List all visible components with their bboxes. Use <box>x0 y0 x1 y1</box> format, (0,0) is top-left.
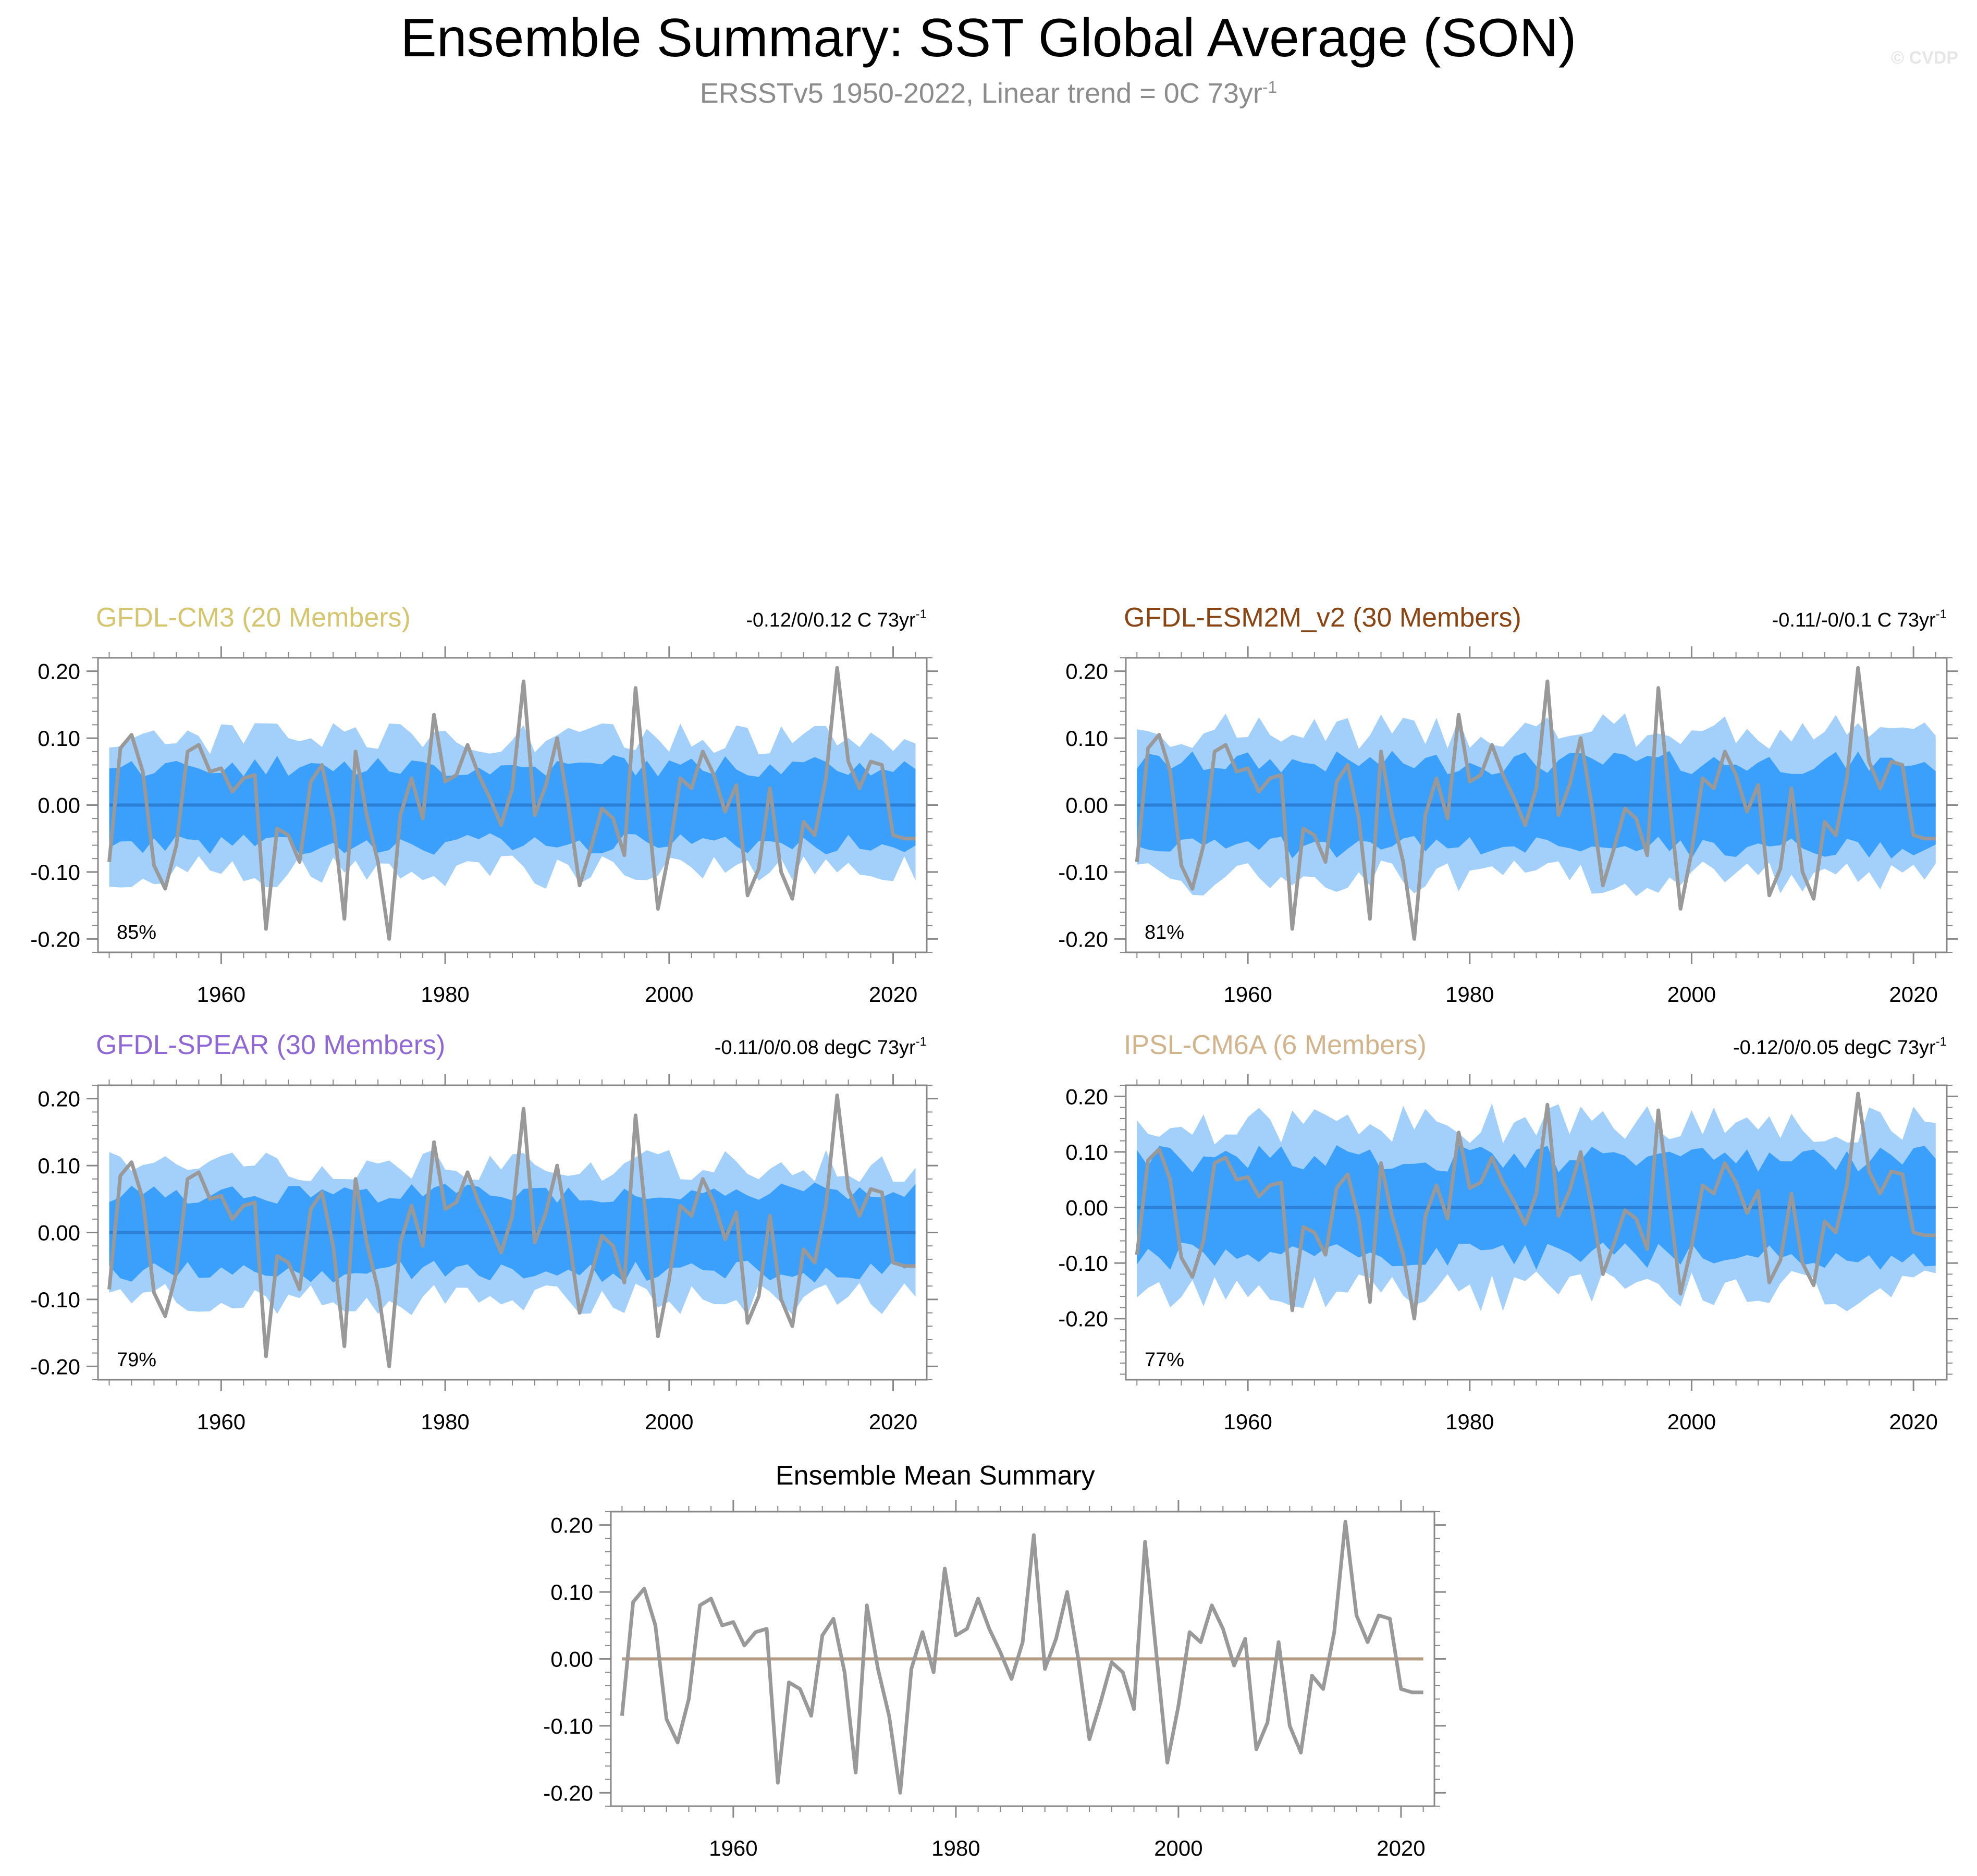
x-tick-label: 1960 <box>197 982 245 1007</box>
x-tick-label: 2020 <box>869 1409 917 1434</box>
x-tick-label: 2000 <box>645 1409 693 1434</box>
x-tick-label: 1960 <box>197 1409 245 1434</box>
observed-series-line <box>1135 666 1936 941</box>
x-tick-label: 2000 <box>1154 1836 1202 1860</box>
y-tick-label: 0.10 <box>1065 726 1108 751</box>
y-tick-label: 0.00 <box>1065 1196 1108 1220</box>
x-tick-label: 2020 <box>869 982 917 1007</box>
panel-title: Ensemble Mean Summary <box>776 1461 1095 1491</box>
y-tick-label: 0.10 <box>38 726 80 751</box>
x-tick-label: 2000 <box>1667 982 1716 1007</box>
percent-label: 77% <box>1145 1349 1184 1371</box>
x-tick-label: 1980 <box>1445 1409 1494 1434</box>
plot-content <box>107 1093 916 1368</box>
panel-ipsl: 0.20 0.10 0.00 -0.10 -0.20 1960 1980 2000 2020 IP… <box>1058 1030 1958 1434</box>
copyright-label: © CVDP <box>1891 48 1958 68</box>
y-tick-label: 0.20 <box>550 1513 593 1538</box>
observed-series-line <box>107 666 916 941</box>
trend-label: -0.12/0/0.12 C 73yr-1 <box>746 607 927 631</box>
y-tick-label: -0.10 <box>1058 860 1108 885</box>
trend-label: -0.11/0/0.08 degC 73yr-1 <box>715 1035 927 1059</box>
trend-label: -0.11/-0/0.1 C 73yr-1 <box>1772 607 1947 631</box>
figure-subtitle-text: ERSSTv5 1950-2022, Linear trend = 0C 73y… <box>699 78 1262 109</box>
y-tick-label: -0.10 <box>1058 1251 1108 1276</box>
panel-esm2m: 0.20 0.10 0.00 -0.10 -0.20 1960 1980 2000 2020 GF… <box>1058 603 1958 1007</box>
y-tick-label: 0.10 <box>38 1154 80 1178</box>
percent-label: 85% <box>117 922 156 943</box>
y-tick-label: -0.10 <box>30 860 80 885</box>
y-tick-label: -0.20 <box>30 1354 80 1379</box>
y-tick-label: -0.20 <box>1058 927 1108 951</box>
x-tick-label: 1980 <box>421 1409 469 1434</box>
x-tick-label: 1980 <box>1445 982 1494 1007</box>
panel-mean: 0.20 0.10 0.00 -0.10 -0.20 1960 1980 2000 2020 En… <box>543 1461 1446 1860</box>
y-tick-label: -0.20 <box>30 927 80 951</box>
panel-title: IPSL-CM6A (6 Members) <box>1124 1030 1427 1060</box>
panel-title: GFDL-ESM2M_v2 (30 Members) <box>1124 603 1521 633</box>
plot-content <box>1135 666 1936 941</box>
y-tick-label: -0.10 <box>543 1714 593 1738</box>
x-tick-label: 1980 <box>421 982 469 1007</box>
y-tick-label: 0.20 <box>38 659 80 684</box>
plot-content <box>1135 1092 1936 1321</box>
x-tick-label: 2020 <box>1377 1836 1425 1860</box>
plot-content <box>620 1519 1423 1795</box>
observed-series-line <box>620 1519 1423 1795</box>
percent-label: 81% <box>1145 922 1184 943</box>
y-tick-label: 0.10 <box>1065 1140 1108 1164</box>
x-tick-label: 1960 <box>709 1836 757 1860</box>
x-tick-label: 1960 <box>1223 982 1272 1007</box>
y-tick-label: 0.00 <box>550 1647 593 1672</box>
percent-label: 79% <box>117 1349 156 1371</box>
y-tick-label: 0.20 <box>1065 659 1108 684</box>
y-tick-label: 0.20 <box>38 1087 80 1111</box>
observed-series-line <box>107 1093 916 1368</box>
y-tick-label: 0.00 <box>1065 793 1108 818</box>
y-tick-label: 0.20 <box>1065 1084 1108 1109</box>
y-tick-label: -0.20 <box>543 1781 593 1805</box>
x-tick-label: 1980 <box>931 1836 980 1860</box>
x-tick-label: 2000 <box>645 982 693 1007</box>
panel-title: GFDL-SPEAR (30 Members) <box>96 1030 445 1060</box>
y-tick-label: -0.10 <box>30 1288 80 1312</box>
x-tick-label: 2000 <box>1667 1409 1716 1434</box>
figure-title: Ensemble Summary: SST Global Average (SO… <box>400 8 1577 68</box>
y-tick-label: 0.00 <box>38 793 80 818</box>
figure-subtitle-superscript: -1 <box>1262 78 1278 96</box>
observed-series-line <box>1135 1092 1936 1321</box>
panel-spear: 0.20 0.10 0.00 -0.10 -0.20 1960 1980 2000 2020 GF… <box>30 1030 938 1434</box>
panel-cm3: 0.20 0.10 0.00 -0.10 -0.20 1960 1980 2000 2020 GF… <box>30 603 938 1007</box>
x-tick-label: 2020 <box>1889 982 1937 1007</box>
y-tick-label: 0.10 <box>550 1580 593 1604</box>
x-tick-label: 2020 <box>1889 1409 1937 1434</box>
figure-subtitle: ERSSTv5 1950-2022, Linear trend = 0C 73y… <box>0 77 1977 109</box>
plot-content <box>107 666 916 941</box>
trend-label: -0.12/0/0.05 degC 73yr-1 <box>1733 1035 1947 1059</box>
y-tick-label: -0.20 <box>1058 1307 1108 1331</box>
x-tick-label: 1960 <box>1223 1409 1272 1434</box>
panel-title: GFDL-CM3 (20 Members) <box>96 603 411 633</box>
y-tick-label: 0.00 <box>38 1221 80 1245</box>
